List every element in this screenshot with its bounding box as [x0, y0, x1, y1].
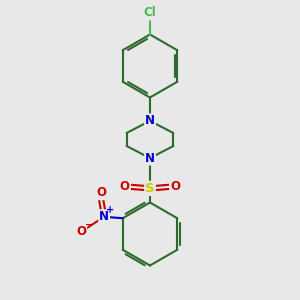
Text: O: O	[96, 186, 106, 199]
Text: S: S	[145, 182, 155, 195]
Text: N: N	[99, 210, 109, 223]
Text: O: O	[170, 180, 180, 194]
Text: −: −	[85, 220, 93, 230]
Text: Cl: Cl	[144, 6, 156, 20]
Text: O: O	[76, 225, 86, 238]
Text: O: O	[120, 180, 130, 194]
Text: +: +	[106, 205, 114, 215]
Text: N: N	[145, 114, 155, 128]
Text: N: N	[145, 152, 155, 165]
